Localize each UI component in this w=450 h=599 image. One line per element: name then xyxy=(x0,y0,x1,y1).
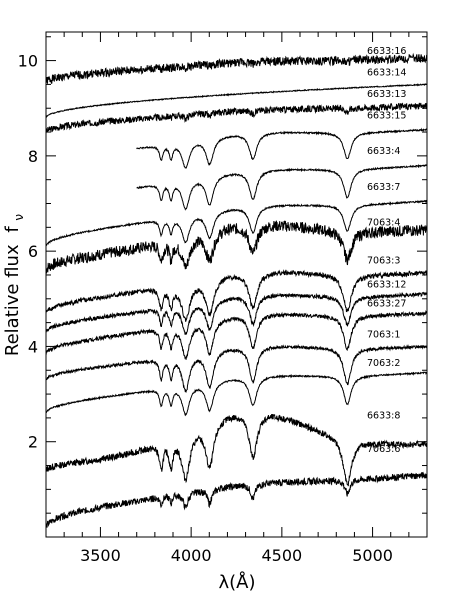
spectrum-line xyxy=(45,414,428,487)
spectrum-label: 6633:27 xyxy=(367,299,406,310)
spectra-labels: 6633:16 6633:14 6633:13 6633:15 6633:4 6633:7… xyxy=(367,46,406,455)
y-axis-title-subscript: ν xyxy=(12,214,26,221)
spectrum-label: 7063:1 xyxy=(367,330,400,341)
x-tick-label: 5000 xyxy=(352,546,393,565)
x-axis: 3500 4000 4500 5000 xyxy=(63,32,410,565)
spectrum-line xyxy=(45,371,428,417)
spectrum-label: 7063:6 xyxy=(367,444,400,455)
spectrum-label: 6633:8 xyxy=(367,411,400,422)
x-axis-title: λ(Å) xyxy=(218,571,255,593)
x-tick-label: 4500 xyxy=(261,546,302,565)
y-tick-label: 8 xyxy=(28,147,38,166)
spectrum-line xyxy=(45,343,428,394)
spectrum-line xyxy=(136,163,428,211)
spectrum-label: 6633:7 xyxy=(367,182,400,193)
y-tick-label: 4 xyxy=(28,337,38,356)
plot-frame xyxy=(45,31,428,538)
spectrum-line xyxy=(45,199,428,247)
y-axis-title-symbol: f xyxy=(2,226,23,233)
spectrum-label: 6633:12 xyxy=(367,280,406,291)
y-axis: 2 4 6 8 10 xyxy=(18,36,427,514)
y-tick-label: 6 xyxy=(28,242,38,261)
spectrum-line xyxy=(45,52,428,84)
spectrum-label: 7063:4 xyxy=(367,218,400,229)
spectrum-line xyxy=(136,127,428,169)
spectrum-label: 6633:15 xyxy=(367,110,406,121)
spectrum-line xyxy=(45,83,428,119)
spectrum-line xyxy=(45,291,428,335)
spectrum-label: 7063:3 xyxy=(367,256,400,267)
spectrum-label: 6633:14 xyxy=(367,67,406,78)
x-tick-label: 3500 xyxy=(80,546,121,565)
spectrum-label: 6633:13 xyxy=(367,89,406,100)
y-axis-title-text: Relative flux xyxy=(2,244,23,356)
spectrum-line xyxy=(45,269,428,322)
y-tick-label: 2 xyxy=(28,433,38,452)
spectra-series xyxy=(45,52,428,529)
y-axis-title: Relative flux f ν xyxy=(2,214,26,357)
spectrum-line xyxy=(45,471,428,529)
y-tick-label: 10 xyxy=(18,52,38,71)
spectrum-label: 6633:4 xyxy=(367,146,400,157)
x-tick-label: 4000 xyxy=(171,546,212,565)
spectrum-line xyxy=(45,220,428,274)
spectrum-label: 7063:2 xyxy=(367,358,400,369)
spectrum-line xyxy=(45,102,428,134)
spectrum-label: 6633:16 xyxy=(367,46,406,57)
spectrum-line xyxy=(45,310,428,360)
